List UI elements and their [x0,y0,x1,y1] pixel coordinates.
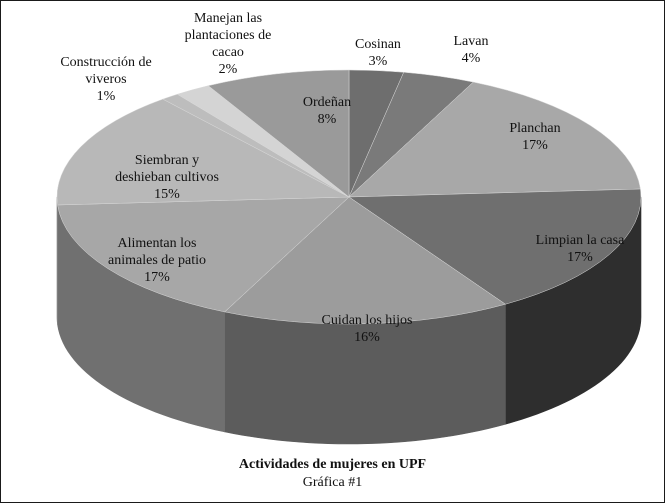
pie-slice-alimentan-los-animales-de-patio [57,196,350,313]
pie-slice-cuidan-los-hijos [224,196,507,325]
pie-slice-limpian-la-casa [348,188,642,305]
pie-side-siembran-y-deshieban-cultivos [56,197,58,326]
pie-slice-siembran-y-deshieban-cultivos [56,98,350,206]
slice-label-manejan-las-plantaciones-de-cacao: Manejan las plantaciones de cacao 2% [185,11,272,77]
pie-slice-planchan [348,81,641,198]
slice-label-limpian-la-casa: Limpian la casa 17% [536,233,625,265]
chart-subtitle: Gráfica #1 [302,475,363,490]
slice-label-ordenan: Ordeñan 8% [303,95,351,127]
slice-label-alimentan-los-animales-de-patio: Alimentan los animales de patio 17% [108,236,206,285]
slice-label-lavan: Lavan 4% [454,34,489,66]
chart-title: Actividades de mujeres en UPF [238,457,427,472]
slice-label-cosinan: Cosinan 3% [355,37,401,69]
slice-label-cuidan-los-hijos: Cuidan los hijos 16% [321,313,412,345]
pie-slice-ordenan [207,69,350,198]
slice-label-planchan: Planchan 17% [509,121,560,153]
slice-label-siembran-y-deshieban-cultivos: Siembran y deshieban cultivos 15% [115,153,219,202]
slice-label-construccion-de-viveros: Construcción de viveros 1% [60,55,151,104]
